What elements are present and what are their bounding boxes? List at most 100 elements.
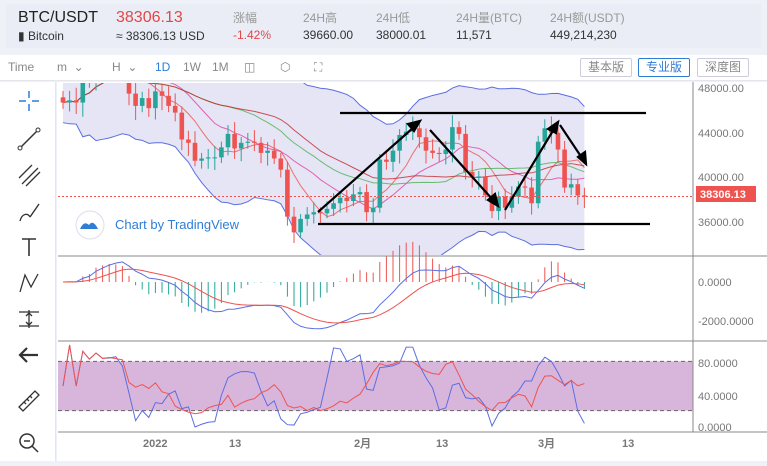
bollinger-upper	[302, 83, 585, 125]
candle	[384, 159, 389, 162]
ma-line	[62, 83, 585, 210]
measure-icon[interactable]	[16, 306, 42, 332]
coin-name: ▮ Bitcoin	[18, 29, 64, 43]
candle	[258, 142, 264, 153]
tradingview-watermark[interactable]: Chart by TradingView	[75, 210, 240, 240]
candle	[172, 105, 178, 113]
stat-high: 39660.00	[303, 28, 354, 42]
candle	[199, 158, 204, 161]
trend-arrow[interactable]	[317, 126, 415, 213]
candle	[516, 186, 521, 197]
candle	[443, 149, 449, 155]
bollinger-band-fill	[63, 83, 585, 255]
candle	[417, 128, 422, 138]
candle	[126, 83, 132, 94]
candle	[469, 171, 475, 178]
macd-dea-line	[62, 268, 585, 324]
stat-turnover: 449,214,230	[550, 28, 617, 42]
candle	[357, 192, 363, 195]
candle	[212, 157, 218, 159]
candle	[337, 197, 343, 204]
candle	[311, 212, 317, 215]
ma-line	[62, 83, 585, 180]
candle	[179, 112, 185, 140]
parallel-lines-icon[interactable]	[16, 162, 42, 188]
trend-arrow[interactable]	[429, 129, 494, 201]
text-icon[interactable]	[16, 234, 42, 260]
macd-tick: 0.0000	[698, 277, 732, 289]
basic-view-button[interactable]: 基本版	[580, 58, 633, 77]
drawing-tools-sidebar	[0, 82, 56, 461]
trend-arrow[interactable]	[504, 128, 555, 211]
fullscreen-icon[interactable]: ⛶	[314, 60, 323, 74]
stat-change: -1.42%	[233, 28, 272, 42]
candle	[351, 194, 356, 202]
price-tick: 44000.00	[698, 128, 744, 140]
interval-1d[interactable]: 1D	[155, 60, 171, 74]
rsi-tick: 80.0000	[698, 358, 738, 370]
arrowhead-icon	[406, 119, 423, 133]
rsi-tick: 40.0000	[698, 391, 738, 403]
candle	[133, 93, 138, 106]
indicator-icon[interactable]: ◫	[244, 60, 256, 74]
hour-dropdown[interactable]: H ⌄	[112, 60, 138, 74]
candle	[423, 137, 429, 151]
candle	[205, 157, 211, 159]
time-button[interactable]: Time	[8, 60, 35, 74]
interval-1w[interactable]: 1W	[183, 60, 201, 74]
price-chart[interactable]: 48000.00 44000.00 40000.00 36000.00 0.00…	[57, 82, 767, 461]
stat-label: 24H额(USDT)	[550, 11, 625, 25]
candle	[278, 158, 284, 170]
candle	[463, 133, 468, 172]
stat-label: 24H低	[376, 11, 411, 25]
time-axis[interactable]: 2022 13 2月 13 3月 13	[143, 437, 634, 450]
candle	[331, 203, 336, 209]
trend-line-icon[interactable]	[16, 126, 42, 152]
candle	[60, 97, 66, 103]
candle	[271, 150, 277, 159]
candle	[390, 150, 396, 162]
main-pane	[58, 83, 693, 255]
pattern-icon[interactable]	[16, 270, 42, 296]
candle	[298, 218, 303, 233]
time-tick: 13	[622, 438, 634, 450]
zoom-icon[interactable]	[16, 430, 42, 456]
candle	[139, 98, 145, 106]
time-tick: 2月	[354, 437, 371, 450]
depth-view-button[interactable]: 深度图	[697, 58, 750, 77]
candle	[522, 186, 528, 188]
rsi-line	[62, 344, 585, 428]
chart-toolbar: Time m ⌄ H ⌄ 1D 1W 1M ◫ ⬡ ⛶ 基本版 专业版 深度图	[0, 55, 767, 81]
settings-icon[interactable]: ⬡	[280, 60, 291, 74]
crosshair-icon[interactable]	[16, 88, 42, 114]
candle	[225, 133, 231, 148]
candle	[450, 127, 455, 150]
candle	[529, 187, 534, 204]
back-arrow-icon[interactable]	[16, 342, 42, 368]
candle	[430, 150, 435, 153]
interval-1m[interactable]: 1M	[212, 60, 229, 74]
candle	[377, 159, 383, 208]
minute-dropdown[interactable]: m ⌄	[57, 60, 84, 74]
candle	[496, 196, 501, 212]
stat-label: 24H高	[303, 11, 338, 25]
candle	[364, 192, 369, 213]
candle	[542, 128, 548, 142]
candle	[582, 195, 587, 197]
last-price-badge	[696, 186, 756, 202]
chart-area[interactable]: 48000.00 44000.00 40000.00 36000.00 0.00…	[57, 82, 767, 461]
time-tick: 3月	[538, 437, 555, 450]
ruler-icon[interactable]	[16, 388, 42, 414]
candle	[509, 196, 515, 208]
candle	[476, 176, 482, 178]
last-price-label: 38306.13	[700, 189, 746, 201]
pro-view-button[interactable]: 专业版	[638, 58, 691, 77]
trend-arrow[interactable]	[559, 124, 583, 159]
candle	[73, 100, 79, 103]
stat-label: 24H量(BTC)	[456, 11, 523, 25]
price-axis[interactable]: 48000.00 44000.00 40000.00 36000.00 0.00…	[698, 83, 754, 434]
drawn-annotations[interactable]	[317, 111, 650, 226]
candle	[252, 141, 257, 143]
brush-icon[interactable]	[16, 199, 42, 225]
candle	[344, 197, 350, 202]
